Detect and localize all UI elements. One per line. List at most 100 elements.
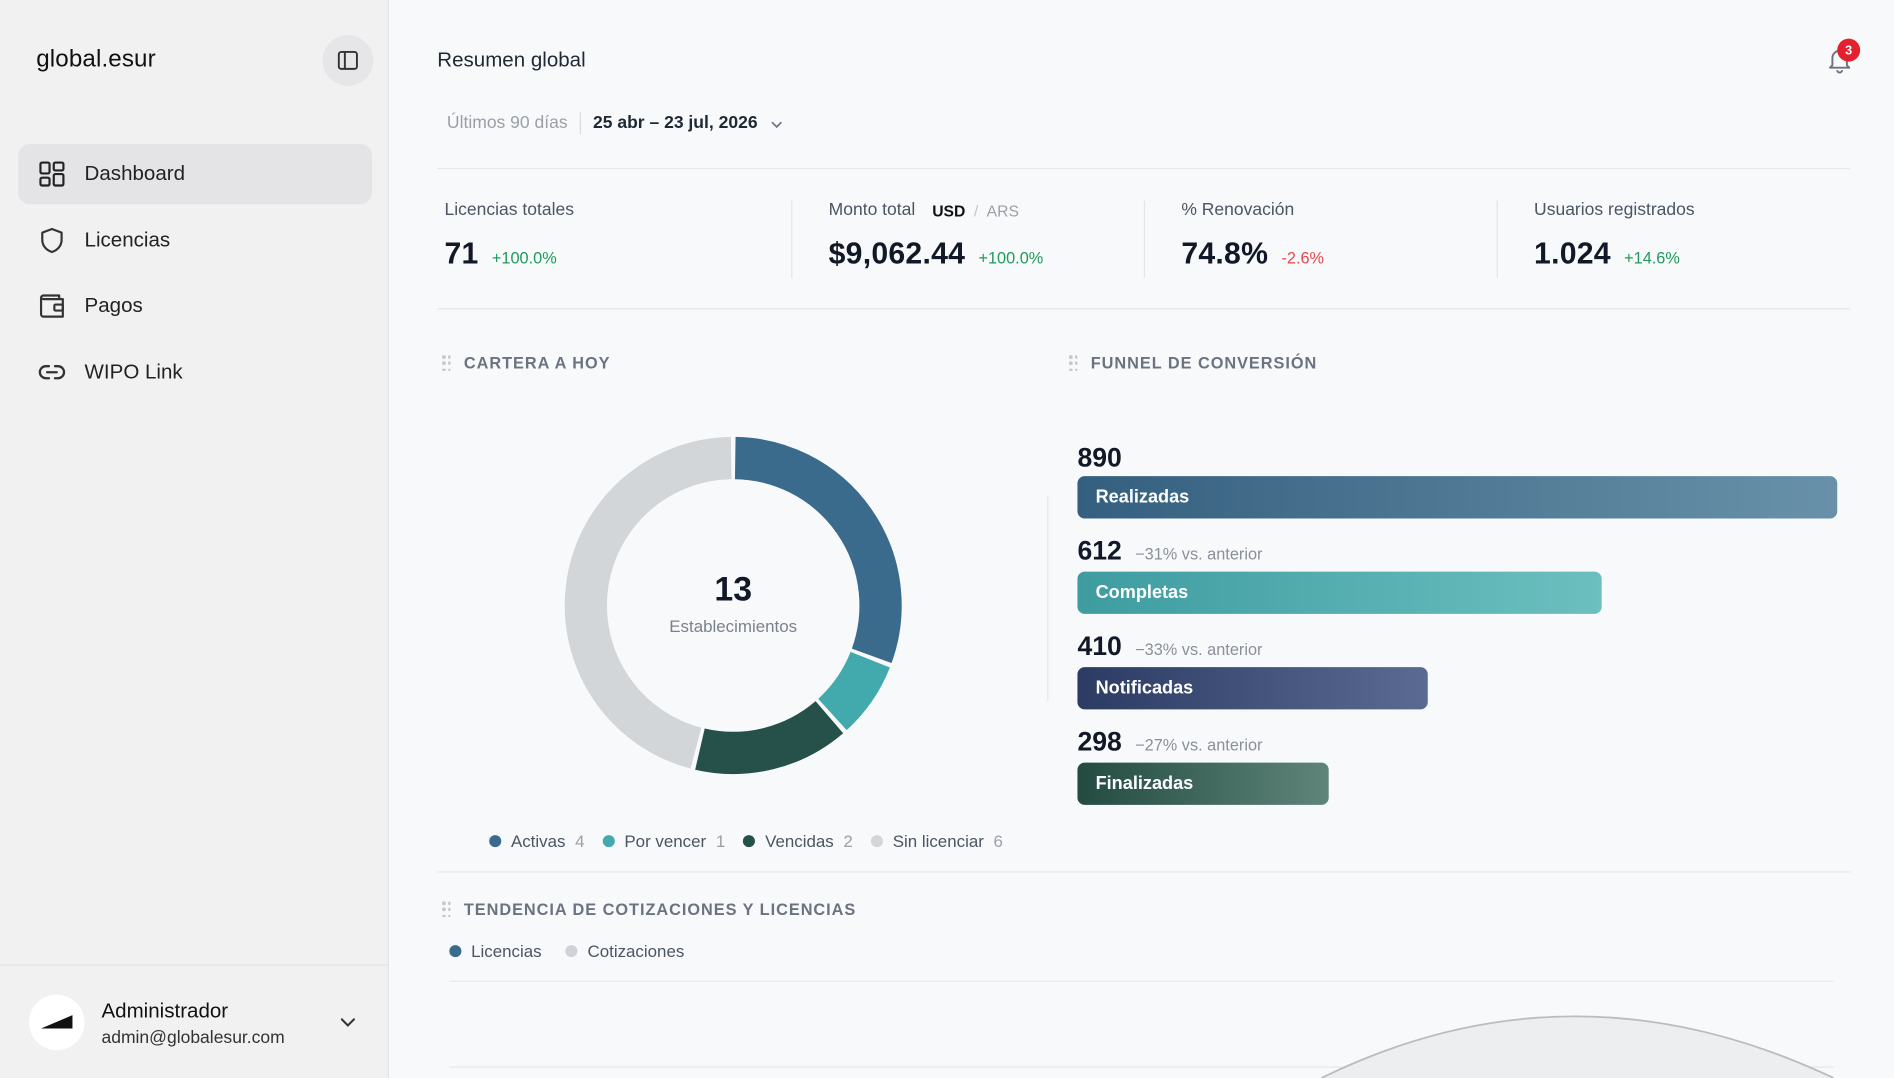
cotizaciones-line [1321,1015,1834,1078]
divider [1496,200,1498,278]
user-email: admin@globalesur.com [101,1028,285,1048]
kpi-monto-total: Monto total USD / ARS $9,062.44 +100.0% [829,201,1044,278]
donut-total: 13 [714,570,753,608]
funnel-stage-value: 410 −33% vs. anterior [1077,631,1262,662]
legend-item-cotizaciones[interactable]: Cotizaciones [565,941,685,961]
legend-label: Activas [510,831,566,851]
legend-label: Licencias [471,941,542,961]
divider [791,200,793,278]
date-range-picker[interactable]: Últimos 90 días 25 abr – 23 jul, 2026 [447,112,784,135]
funnel-bar-completas[interactable]: Completas [1077,571,1602,614]
kpi-value: 71 [444,236,479,271]
sidebar-item-pagos[interactable]: Pagos [18,276,372,336]
kpi-label: Licencias totales [444,200,575,220]
legend-item-vencidas: Vencidas 2 [743,831,853,851]
sidebar-panel-icon [337,50,358,70]
funnel-bar-finalizadas[interactable]: Finalizadas [1077,762,1329,805]
funnel-change: −27% vs. anterior [1135,735,1263,755]
currency-usd-toggle[interactable]: USD [932,201,966,220]
divider [1143,200,1146,278]
divider [437,308,1851,310]
funnel-value: 410 [1077,630,1122,662]
divider [579,112,581,135]
kpi-delta: +100.0% [978,248,1044,268]
wallet-icon [36,291,66,321]
sidebar: global.esur Dashboard Licencias Pagos [0,0,389,1078]
donut-segment-activas[interactable] [734,436,902,664]
legend-label: Sin licenciar [892,831,984,851]
sidebar-item-label: Dashboard [84,161,186,185]
divider [1047,495,1049,701]
funnel-bar-realizadas[interactable]: Realizadas [1077,476,1838,519]
divider [437,871,1851,873]
sidebar-nav: Dashboard Licencias Pagos WIPO Link [18,143,373,407]
section-title-text: FUNNEL DE CONVERSIÓN [1090,354,1318,373]
funnel-bar-label: Notificadas [1095,677,1194,699]
donut-segment-sin-licenciar[interactable] [564,436,732,769]
portfolio-donut-chart: 13 Establecimientos [563,435,904,776]
legend-label: Cotizaciones [587,941,685,961]
sidebar-item-label: Licencias [84,227,171,251]
section-title-text: CARTERA A HOY [463,354,611,373]
section-title-text: TENDENCIA DE COTIZACIONES Y LICENCIAS [463,900,857,919]
drag-handle-icon[interactable] [1069,355,1079,372]
donut-legend: Activas 4 Por vencer 1 Vencidas 2 Sin li… [489,831,1021,851]
legend-item-sin-licenciar: Sin licenciar 6 [870,831,1003,851]
donut-total-label: Establecimientos [669,616,798,636]
section-title-cartera: CARTERA A HOY [442,354,610,372]
donut-segment-por-vencer[interactable] [817,651,890,731]
legend-label: Por vencer [624,831,707,851]
avatar [28,994,85,1051]
date-range-value: 25 abr – 23 jul, 2026 [593,113,758,133]
legend-item-activas: Activas 4 [489,831,585,851]
shield-icon [36,225,66,255]
funnel-value: 890 [1077,442,1122,473]
funnel-value: 612 [1077,535,1122,566]
section-title-funnel: FUNNEL DE CONVERSIÓN [1069,354,1317,372]
drag-handle-icon[interactable] [442,355,452,372]
funnel-bar-notificadas[interactable]: Notificadas [1077,667,1428,710]
legend-dot [565,945,578,958]
link-icon [36,357,66,387]
currency-ars-toggle[interactable]: ARS [986,201,1019,220]
kpi-label-row: Monto total USD / ARS [829,201,1044,220]
kpi-delta: -2.6% [1281,248,1325,268]
sidebar-item-label: WIPO Link [84,359,183,383]
funnel-bar-label: Realizadas [1095,487,1190,508]
kpi-value: 74.8% [1181,236,1269,271]
section-title-tendencia: TENDENCIA DE COTIZACIONES Y LICENCIAS [442,900,856,918]
trend-legend: Licencias Cotizaciones [449,941,708,961]
legend-label: Vencidas [765,831,834,851]
kpi-renovacion: % Renovación 74.8% -2.6% [1181,201,1324,278]
avatar-logo-icon [41,1015,73,1029]
kpi-value: 1.024 [1534,236,1611,271]
funnel-value: 298 [1077,726,1122,757]
legend-item-licencias[interactable]: Licencias [449,941,542,961]
funnel-stage-value: 890 [1077,442,1121,473]
legend-dot [489,835,502,848]
sidebar-item-dashboard[interactable]: Dashboard [18,143,373,205]
kpi-label: Usuarios registrados [1534,200,1695,220]
sidebar-item-wipo-link[interactable]: WIPO Link [18,341,372,401]
funnel-change: −31% vs. anterior [1135,545,1263,564]
legend-dot [602,835,615,848]
sidebar-toggle-button[interactable] [322,35,374,86]
kpi-label: Monto total [828,200,916,220]
funnel-bar-label: Finalizadas [1095,773,1194,794]
drag-handle-icon[interactable] [442,901,452,918]
donut-svg [564,436,902,775]
user-name: Administrador [101,999,229,1023]
sidebar-item-licencias[interactable]: Licencias [18,210,372,270]
sidebar-item-label: Pagos [84,293,143,317]
user-menu[interactable]: Administrador admin@globalesur.com [0,964,389,1078]
kpi-value: $9,062.44 [828,236,966,271]
legend-dot [449,945,462,958]
donut-segment-vencidas[interactable] [695,700,844,775]
dashboard-icon [36,159,66,189]
legend-count: 2 [843,831,853,851]
legend-dot [870,835,884,848]
brand-logo[interactable]: global.esur [36,45,156,73]
currency-separator: / [973,201,979,220]
legend-dot [743,835,756,848]
kpi-label: % Renovación [1181,200,1295,220]
